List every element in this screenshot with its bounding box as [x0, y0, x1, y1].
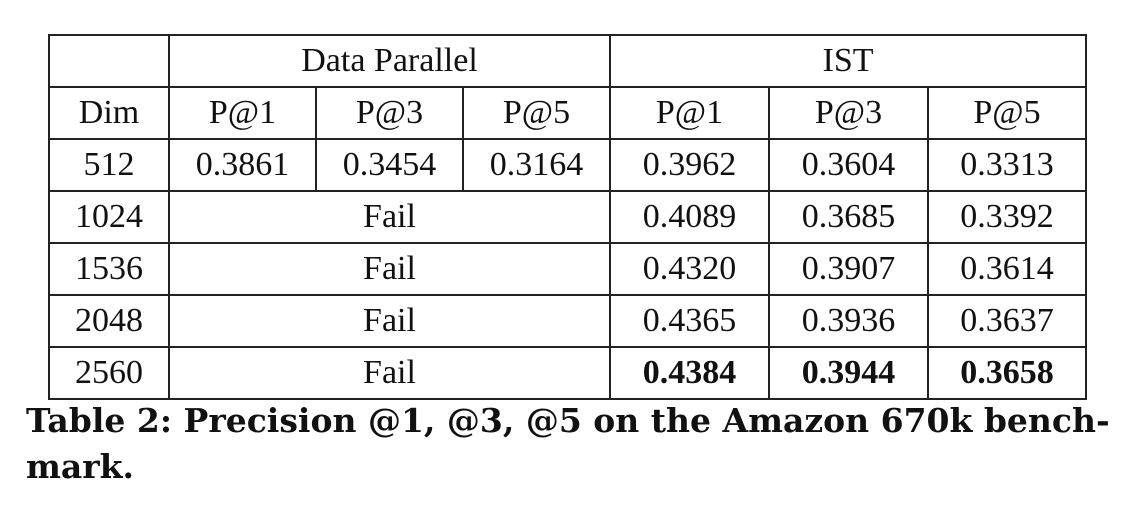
ist-p5-cell: 0.3614: [927, 242, 1087, 296]
ist-p3-cell: 0.3604: [768, 138, 929, 192]
table-caption: Table 2: Precision @1, @3, @5 on the Ama…: [26, 398, 1116, 490]
dp-fail-cell: Fail: [168, 190, 611, 244]
ist-p1-header: P@1: [609, 86, 770, 140]
table-row: 1536 Fail 0.4320 0.3907 0.3614: [48, 242, 1087, 296]
ist-p5-best-cell: 0.3658: [927, 346, 1087, 400]
dp-p5-cell: 0.3164: [462, 138, 611, 192]
table-row: 512 0.3861 0.3454 0.3164 0.3962 0.3604 0…: [48, 138, 1087, 192]
dim-header: Dim: [48, 86, 170, 140]
dim-cell: 1024: [48, 190, 170, 244]
column-header-row: Dim P@1 P@3 P@5 P@1 P@3 P@5: [48, 86, 1087, 140]
dp-p1-cell: 0.3861: [168, 138, 317, 192]
dp-p3-cell: 0.3454: [315, 138, 464, 192]
results-table-container: Data Parallel IST Dim P@1 P@3 P@5 P@1 P@…: [48, 34, 1087, 400]
dp-fail-cell: Fail: [168, 242, 611, 296]
dp-fail-cell: Fail: [168, 294, 611, 348]
table-row: 2048 Fail 0.4365 0.3936 0.3637: [48, 294, 1087, 348]
dp-p3-header: P@3: [315, 86, 464, 140]
ist-p1-cell: 0.3962: [609, 138, 770, 192]
caption-line-2: mark.: [26, 447, 135, 486]
dim-cell: 1536: [48, 242, 170, 296]
dim-cell: 2048: [48, 294, 170, 348]
ist-p5-cell: 0.3637: [927, 294, 1087, 348]
ist-p1-cell: 0.4320: [609, 242, 770, 296]
dp-fail-cell: Fail: [168, 346, 611, 400]
precision-table: Data Parallel IST Dim P@1 P@3 P@5 P@1 P@…: [48, 34, 1087, 400]
dim-cell: 2560: [48, 346, 170, 400]
ist-p5-cell: 0.3313: [927, 138, 1087, 192]
dim-cell: 512: [48, 138, 170, 192]
ist-header: IST: [609, 34, 1087, 88]
dp-p1-header: P@1: [168, 86, 317, 140]
ist-p3-cell: 0.3907: [768, 242, 929, 296]
blank-corner-cell: [48, 34, 170, 88]
ist-p3-cell: 0.3685: [768, 190, 929, 244]
table-row: 2560 Fail 0.4384 0.3944 0.3658: [48, 346, 1087, 400]
table-row: 1024 Fail 0.4089 0.3685 0.3392: [48, 190, 1087, 244]
ist-p1-cell: 0.4089: [609, 190, 770, 244]
ist-p5-cell: 0.3392: [927, 190, 1087, 244]
ist-p3-best-cell: 0.3944: [768, 346, 929, 400]
ist-p5-header: P@5: [927, 86, 1087, 140]
caption-line-1: Table 2: Precision @1, @3, @5 on the Ama…: [26, 401, 1110, 440]
ist-p1-cell: 0.4365: [609, 294, 770, 348]
ist-p3-cell: 0.3936: [768, 294, 929, 348]
dp-p5-header: P@5: [462, 86, 611, 140]
ist-p3-header: P@3: [768, 86, 929, 140]
group-header-row: Data Parallel IST: [48, 34, 1087, 88]
data-parallel-header: Data Parallel: [168, 34, 611, 88]
ist-p1-best-cell: 0.4384: [609, 346, 770, 400]
